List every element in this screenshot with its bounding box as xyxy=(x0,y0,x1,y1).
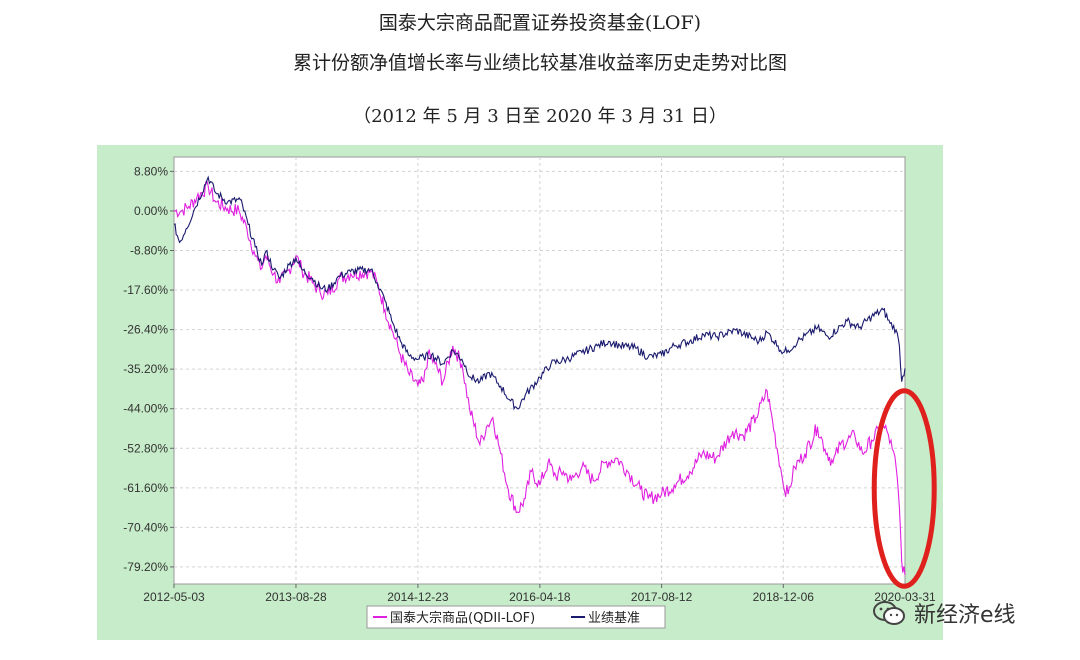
series-line-fund xyxy=(173,179,906,576)
y-tick-label: -70.40% xyxy=(123,520,168,534)
legend-label: 业绩基准 xyxy=(588,611,640,626)
y-tick-label: 0.00% xyxy=(134,204,168,218)
chart-title-line2: 累计份额净值增长率与业绩比较基准收益率历史走势对比图 xyxy=(292,52,787,74)
chart-title-line1: 国泰大宗商品配置证券投资基金(LOF) xyxy=(378,12,702,34)
y-tick-label: -26.40% xyxy=(123,323,168,337)
x-tick-label: 2020-03-31 xyxy=(874,590,936,604)
chart-period: （2012 年 5 月 3 日至 2020 年 3 月 31 日） xyxy=(353,106,727,127)
x-tick-label: 2014-12-23 xyxy=(387,590,449,604)
watermark-text: 新经济e线 xyxy=(914,603,1016,628)
chart-frame: 8.80% 0.00% -8.80% -17.60% -26.40% -35.20% -44… xyxy=(97,145,943,640)
y-tick-label: -17.60% xyxy=(123,283,168,297)
x-tick-label: 2017-08-12 xyxy=(631,590,693,604)
y-tick-label: -61.60% xyxy=(123,481,168,495)
y-tick-label: -8.80% xyxy=(130,243,168,257)
y-tick-label: -79.20% xyxy=(123,560,168,574)
watermark: 新经济e线 xyxy=(872,596,1016,630)
wechat-icon xyxy=(873,601,905,625)
legend-label: 国泰大宗商品(QDII-LOF) xyxy=(390,610,535,626)
line-chart: 8.80% 0.00% -8.80% -17.60% -26.40% -35.20% -44… xyxy=(123,156,937,629)
x-tick-label: 2018-12-06 xyxy=(753,590,815,604)
y-tick-label: 8.80% xyxy=(134,164,168,178)
y-tick-label: -44.00% xyxy=(123,402,168,416)
legend-box xyxy=(366,605,666,629)
x-tick-label: 2016-04-18 xyxy=(509,590,571,604)
y-tick-label: -35.20% xyxy=(123,362,168,376)
x-tick-label: 2013-08-28 xyxy=(265,590,327,604)
highlight-ellipse xyxy=(871,388,937,589)
x-tick-label: 2012-05-03 xyxy=(143,590,205,604)
y-tick-label: -52.80% xyxy=(123,441,168,455)
series-line-benchmark xyxy=(173,175,906,411)
